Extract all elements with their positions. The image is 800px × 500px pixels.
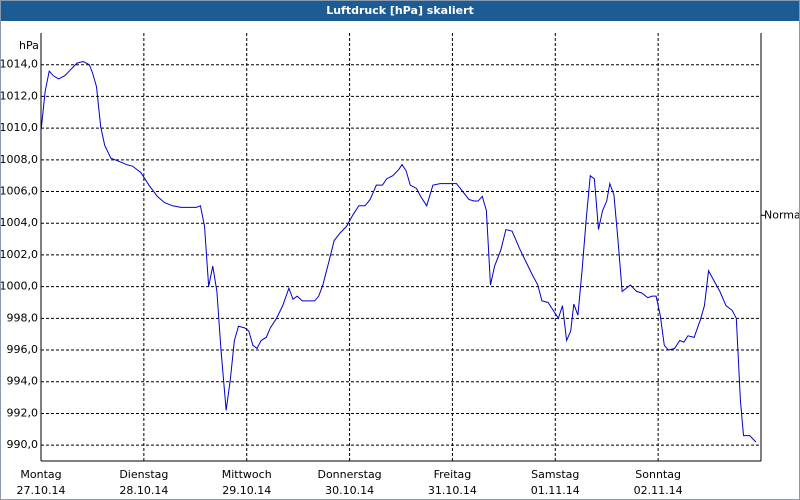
y-tick-label: 990,0 <box>7 438 39 451</box>
chart: hPa 990,0 992,0 994,0 996,0 998,0 1000,0 1002,… <box>1 33 799 497</box>
x-tick-label: Dienstag <box>119 468 168 481</box>
x-tick-date: 29.10.14 <box>222 484 271 497</box>
y-tick-label: 1008,0 <box>1 153 38 166</box>
x-tick-date: 01.11.14 <box>531 484 580 497</box>
x-tick-date: 28.10.14 <box>119 484 168 497</box>
y-tick-label: 1000,0 <box>1 280 38 293</box>
x-tick-date: 02.11.14 <box>634 484 683 497</box>
x-tick-label: Donnerstag <box>317 468 381 481</box>
y-tick-label: 992,0 <box>7 406 39 419</box>
chart-title: Luftdruck [hPa] skaliert <box>1 1 799 21</box>
y-tick-label: 1006,0 <box>1 185 38 198</box>
annotation: Normal <box>764 208 799 221</box>
y-tick-label: 1004,0 <box>1 216 38 229</box>
y-tick-label: 994,0 <box>7 375 39 388</box>
line-series <box>40 60 757 443</box>
x-tick-date: 30.10.14 <box>325 484 374 497</box>
y-axis-label: hPa <box>19 39 39 52</box>
y-tick-label: 1010,0 <box>1 121 38 134</box>
x-tick-date: 31.10.14 <box>428 484 477 497</box>
y-tick-label: 1012,0 <box>1 89 38 102</box>
x-tick-label: Sonntag <box>635 468 681 481</box>
y-tick-label: 1014,0 <box>1 58 38 71</box>
x-tick-label: Samstag <box>531 468 579 481</box>
x-tick-label: Mittwoch <box>222 468 272 481</box>
y-tick-label: 1002,0 <box>1 248 38 261</box>
y-tick-label: 998,0 <box>7 311 39 324</box>
x-tick-label: Montag <box>20 468 61 481</box>
x-tick-label: Freitag <box>434 468 472 481</box>
x-tick-date: 27.10.14 <box>17 484 66 497</box>
y-tick-label: 996,0 <box>7 343 39 356</box>
